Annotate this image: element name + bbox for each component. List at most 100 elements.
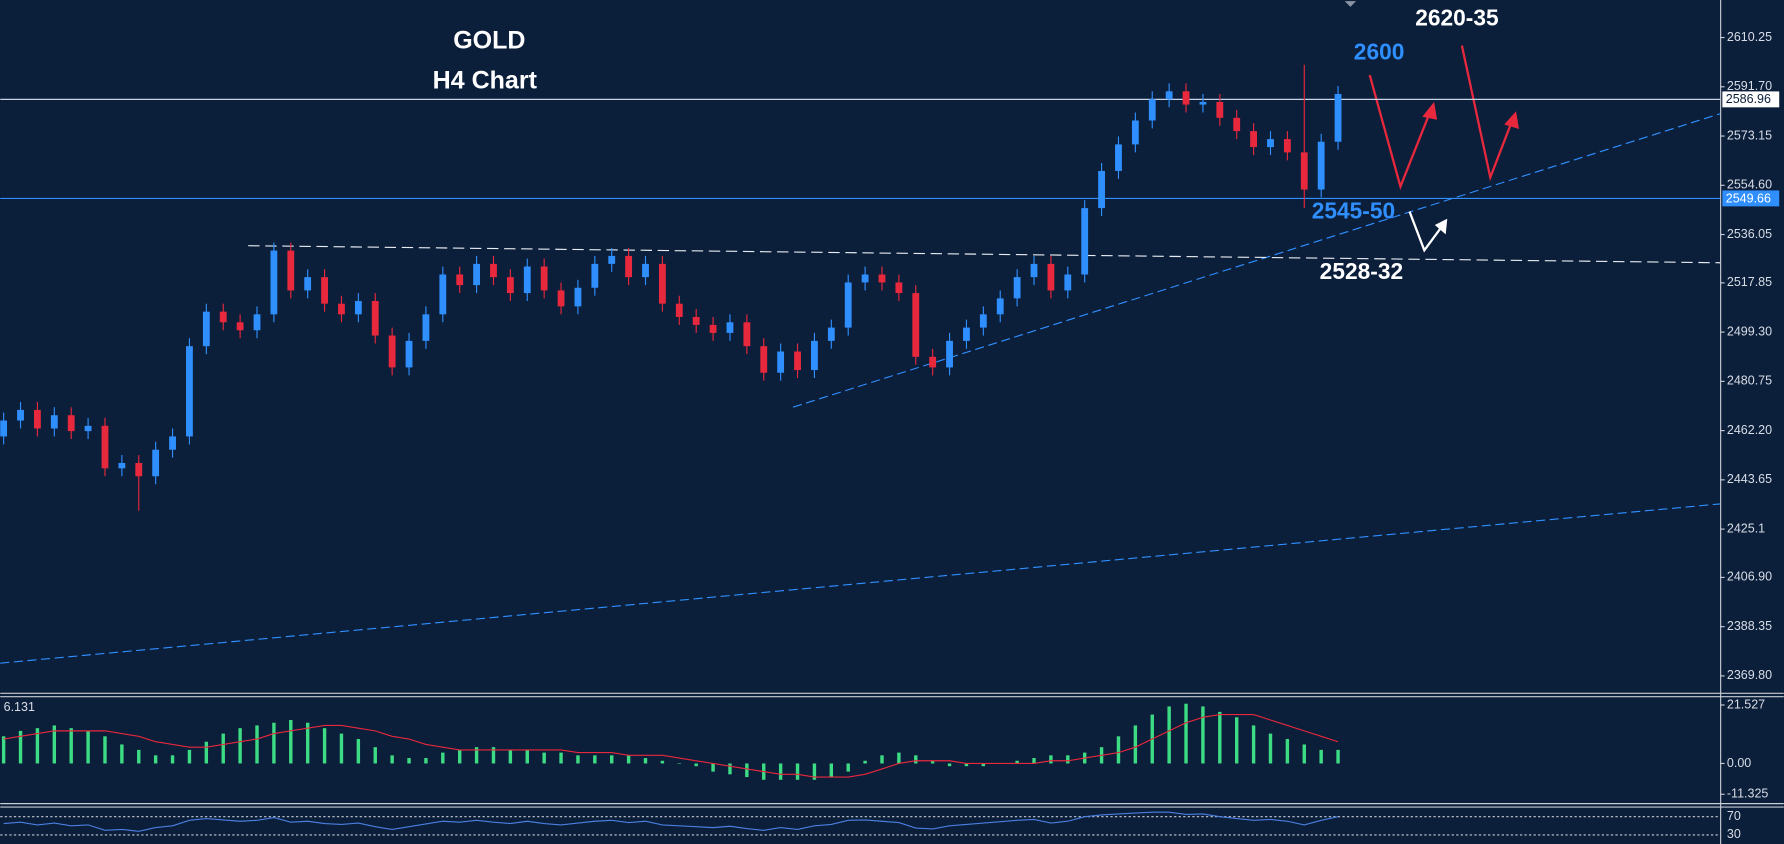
macd-bar	[559, 752, 563, 764]
candle-body	[202, 311, 210, 347]
candle-body	[1250, 131, 1258, 148]
candle-body	[540, 266, 548, 291]
macd-bar	[1319, 749, 1323, 764]
rsi-line	[3, 811, 1339, 832]
candle-body	[963, 327, 970, 341]
trend-line	[792, 113, 1721, 408]
y-tick-label: 2425.1	[1727, 521, 1765, 535]
macd-bar	[86, 730, 90, 764]
candle-body	[912, 293, 920, 357]
y-tick-label: 2406.90	[1727, 570, 1772, 584]
macd-bar	[103, 736, 107, 764]
candle-body	[1013, 277, 1021, 299]
macd-bar	[272, 722, 276, 764]
candle-body	[557, 290, 565, 307]
candle-body	[1098, 170, 1105, 209]
arrow-head	[1422, 101, 1438, 120]
candle-body	[169, 436, 176, 450]
macd-bar	[1285, 739, 1290, 764]
macd-bar	[846, 763, 850, 772]
candle-body	[642, 263, 649, 278]
macd-bar	[542, 752, 546, 764]
price-level-box	[1722, 190, 1780, 207]
candle-body	[1283, 139, 1291, 153]
annotation: 2545-50	[1312, 198, 1395, 224]
macd-bar	[1336, 749, 1340, 764]
candle-body	[17, 409, 24, 421]
macd-bar	[643, 758, 648, 764]
candle-body	[625, 255, 633, 278]
macd-bar	[863, 760, 867, 764]
candle-body	[1199, 101, 1207, 105]
macd-bar	[407, 758, 411, 764]
macd-bar	[508, 749, 513, 764]
candle-body	[186, 346, 193, 437]
macd-bar	[170, 755, 175, 764]
macd-bar	[1066, 755, 1070, 764]
candle-body	[1131, 120, 1139, 145]
candle-body	[1182, 91, 1190, 105]
candle-body	[473, 263, 481, 286]
candle-body	[422, 314, 430, 341]
macd-bar	[930, 760, 935, 764]
candle-body	[439, 274, 447, 315]
candle-body	[135, 462, 143, 477]
candle-body	[34, 409, 41, 429]
candle-body	[709, 324, 717, 333]
y-tick-label: 0.00	[1727, 756, 1751, 770]
y-tick-label: 70	[1727, 809, 1741, 823]
candle-body	[608, 255, 616, 264]
candle-body	[118, 462, 126, 469]
macd-bar	[305, 722, 310, 764]
candle-body	[321, 277, 328, 304]
macd-bar	[1116, 736, 1121, 764]
candle-body	[523, 266, 531, 294]
candle-body	[371, 301, 379, 336]
macd-bar	[137, 749, 141, 764]
macd-bar	[897, 752, 901, 764]
y-tick-label: 2554.60	[1727, 178, 1772, 192]
y-tick-label: 2517.85	[1727, 275, 1772, 289]
candle-body	[1030, 263, 1038, 278]
candle-body	[388, 335, 396, 368]
macd-bar	[745, 763, 749, 778]
macd-bar	[255, 725, 259, 764]
y-tick-label: 2573.15	[1727, 128, 1772, 142]
candle-body	[1148, 99, 1156, 121]
candle-body	[827, 327, 835, 341]
trend-line	[0, 503, 1721, 664]
y-tick-label: 2462.20	[1727, 423, 1772, 437]
macd-bar	[441, 752, 445, 764]
macd-bar	[1167, 706, 1171, 764]
chart-title: GOLD	[453, 27, 525, 55]
plot: 2369.80 2388.35 2406.90 2425.1 2443.65 2462.2…	[0, 30, 1780, 841]
y-tick-label: 2610.25	[1727, 30, 1772, 44]
macd-bar	[677, 763, 681, 765]
price-level-label: 2549.66	[1726, 191, 1771, 205]
candle-body	[658, 263, 666, 304]
arrow	[1408, 211, 1445, 253]
candle-body	[743, 322, 751, 347]
y-tick-label: 2591.70	[1727, 79, 1772, 93]
y-tick-label: 2480.75	[1727, 374, 1772, 388]
candle-body	[1233, 117, 1241, 132]
macd-bar	[711, 763, 715, 772]
macd-bar	[880, 755, 884, 764]
macd-bar	[914, 755, 918, 764]
macd-bar	[1015, 760, 1019, 764]
candle-body	[354, 301, 362, 315]
candle-body	[1216, 101, 1224, 118]
macd-bar	[778, 763, 783, 780]
candle-body	[490, 263, 497, 278]
macd-bar	[35, 728, 40, 764]
y-tick-label: 2499.30	[1727, 324, 1772, 338]
candle-body	[794, 351, 801, 371]
macd-bar	[474, 747, 479, 764]
macd-bar	[238, 728, 242, 764]
candle-body	[861, 274, 869, 283]
price-level-label: 2586.96	[1726, 92, 1771, 106]
price-level-box	[1722, 91, 1780, 108]
candle-body	[506, 277, 514, 294]
macd-bar	[593, 755, 597, 764]
